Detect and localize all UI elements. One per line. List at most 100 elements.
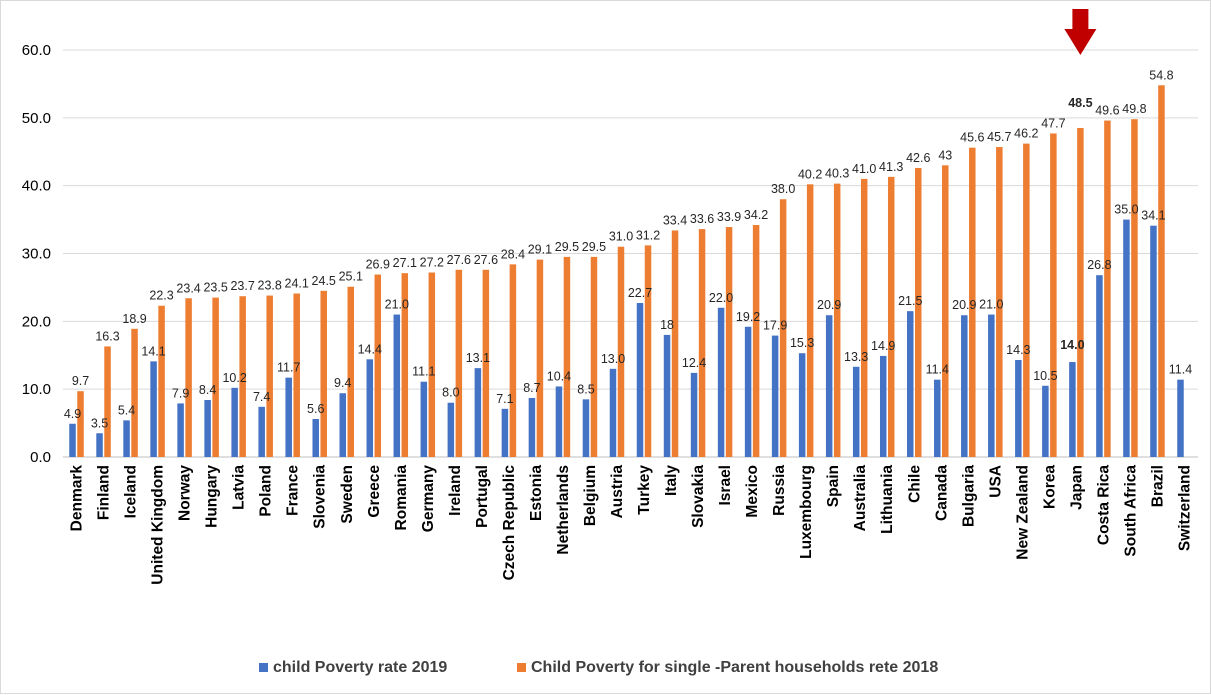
- data-label-russia-series-2: 38.0: [771, 182, 795, 196]
- data-label-norway-series-1: 7.9: [172, 386, 189, 400]
- category-label-norway: Norway: [177, 465, 194, 521]
- data-label-netherlands-series-1: 10.4: [547, 369, 571, 383]
- bar-korea-series-1: [1042, 385, 1049, 457]
- legend: child Poverty rate 2019 Child Poverty fo…: [259, 659, 938, 676]
- bar-brazil-series-1: [1150, 225, 1157, 457]
- bar-new-zealand-series-1: [1015, 359, 1022, 457]
- bar-korea-series-2: [1050, 133, 1057, 457]
- category-label-hungary: Hungary: [204, 465, 221, 528]
- bar-poland-series-1: [258, 406, 265, 457]
- bar-israel-series-2: [725, 227, 733, 457]
- data-label-bulgaria-series-1: 20.9: [952, 298, 976, 312]
- bar-france-series-1: [285, 377, 292, 457]
- bar-austria-series-2: [617, 246, 625, 457]
- category-label-germany: Germany: [420, 465, 437, 533]
- bar-australia-series-2: [860, 178, 868, 457]
- bar-slovenia-series-1: [312, 419, 319, 457]
- gridlines: [63, 49, 1198, 458]
- bar-turkey-series-1: [636, 303, 644, 457]
- bar-south-africa-series-1: [1123, 219, 1130, 457]
- x-axis: Denmark Finland Iceland United Kingdom Norwa…: [69, 465, 1194, 585]
- data-label-israel-series-1: 22.0: [709, 291, 733, 305]
- bar-slovenia-series-2: [320, 290, 327, 457]
- data-label-sweden-series-2: 25.1: [339, 270, 363, 284]
- data-label-czech-republic-series-1: 7.1: [496, 392, 513, 406]
- bar-russia-series-2: [779, 199, 787, 457]
- bar-france-series-2: [293, 293, 300, 457]
- bar-latvia-series-2: [239, 296, 246, 457]
- data-label-denmark-series-2: 9.7: [72, 374, 89, 388]
- bar-austria-series-1: [609, 368, 617, 457]
- data-label-lithuania-series-2: 41.3: [879, 160, 903, 174]
- category-label-costa-rica: Costa Rica: [1095, 465, 1112, 545]
- bar-switzerland-series-1: [1177, 379, 1184, 457]
- category-label-united-kingdom: United Kingdom: [150, 465, 167, 585]
- category-label-finland: Finland: [96, 465, 113, 520]
- category-label-netherlands: Netherlands: [555, 465, 572, 555]
- bar-costa-rica-series-2: [1104, 120, 1111, 458]
- bar-netherlands-series-1: [555, 386, 563, 457]
- bar-iceland-series-1: [123, 420, 130, 457]
- bar-norway-series-2: [185, 298, 192, 457]
- category-label-australia: Australia: [852, 465, 869, 532]
- y-tick-label: 30.0: [22, 246, 51, 263]
- bar-netherlands-series-2: [563, 256, 571, 457]
- data-label-hungary-series-1: 8.4: [199, 383, 216, 397]
- data-label-austria-series-2: 31.0: [609, 230, 633, 244]
- category-label-chile: Chile: [906, 465, 923, 503]
- category-label-israel: Israel: [717, 465, 734, 506]
- data-label-japan-series-2: 48.5: [1068, 96, 1092, 110]
- category-label-slovenia: Slovenia: [312, 465, 329, 529]
- data-label-denmark-series-1: 4.9: [64, 407, 81, 421]
- data-label-hungary-series-2: 23.5: [203, 281, 227, 295]
- data-label-poland-series-2: 23.8: [258, 279, 282, 293]
- y-tick-label: 50.0: [22, 110, 51, 127]
- data-label-russia-series-1: 17.9: [763, 319, 787, 333]
- legend-label-single-parent-2018: Child Poverty for single -Parent househo…: [531, 659, 938, 676]
- category-label-switzerland: Switzerland: [1176, 465, 1193, 551]
- bar-canada-series-2: [942, 165, 949, 458]
- data-label-romania-series-1: 21.0: [385, 298, 409, 312]
- category-label-bulgaria: Bulgaria: [960, 465, 977, 527]
- data-label-latvia-series-2: 23.7: [230, 279, 254, 293]
- data-label-estonia-series-2: 29.1: [528, 243, 552, 257]
- data-label-new-zealand-series-2: 46.2: [1014, 127, 1038, 141]
- category-label-south-africa: South Africa: [1122, 465, 1139, 557]
- data-label-united-kingdom-series-2: 22.3: [149, 289, 173, 303]
- y-axis: 0.0 10.0 20.0 30.0 40.0 50.0 60.0: [22, 42, 51, 466]
- data-label-brazil-series-1: 34.1: [1141, 209, 1165, 223]
- y-tick-label: 40.0: [22, 178, 51, 195]
- y-tick-label: 0.0: [30, 449, 51, 466]
- data-label-new-zealand-series-1: 14.3: [1006, 343, 1030, 357]
- y-tick-label: 10.0: [22, 381, 51, 398]
- bar-greece-series-1: [366, 359, 374, 457]
- data-label-germany-series-2: 27.2: [420, 255, 444, 269]
- data-label-turkey-series-2: 31.2: [636, 228, 660, 242]
- y-tick-label: 60.0: [22, 42, 51, 59]
- bar-united-kingdom-series-2: [158, 305, 165, 457]
- bar-estonia-series-1: [528, 397, 536, 457]
- category-label-poland: Poland: [258, 465, 275, 517]
- data-label-portugal-series-1: 13.1: [466, 351, 490, 365]
- data-label-ireland-series-2: 27.6: [447, 253, 471, 267]
- data-label-ireland-series-1: 8.0: [442, 386, 459, 400]
- bar-hungary-series-1: [204, 400, 211, 457]
- legend-swatch-single-parent-2018: [517, 663, 526, 672]
- bar-slovakia-series-1: [690, 372, 698, 457]
- data-label-latvia-series-1: 10.2: [222, 371, 246, 385]
- bar-australia-series-1: [852, 366, 860, 457]
- data-label-poland-series-1: 7.4: [253, 390, 270, 404]
- data-label-japan-series-1: 14.0: [1060, 338, 1084, 352]
- category-label-new-zealand: New Zealand: [1014, 465, 1031, 560]
- data-label-australia-series-1: 13.3: [844, 350, 868, 364]
- bar-mexico-series-2: [752, 225, 760, 457]
- bar-belgium-series-2: [590, 256, 598, 457]
- bar-finland-series-2: [104, 346, 111, 457]
- data-label-canada-series-1: 11.4: [926, 363, 949, 377]
- bar-italy-series-1: [663, 334, 671, 457]
- bar-usa-series-2: [996, 147, 1003, 458]
- data-label-australia-series-2: 41.0: [852, 162, 876, 176]
- y-tick-label: 20.0: [22, 313, 51, 330]
- data-label-greece-series-2: 26.9: [366, 258, 390, 272]
